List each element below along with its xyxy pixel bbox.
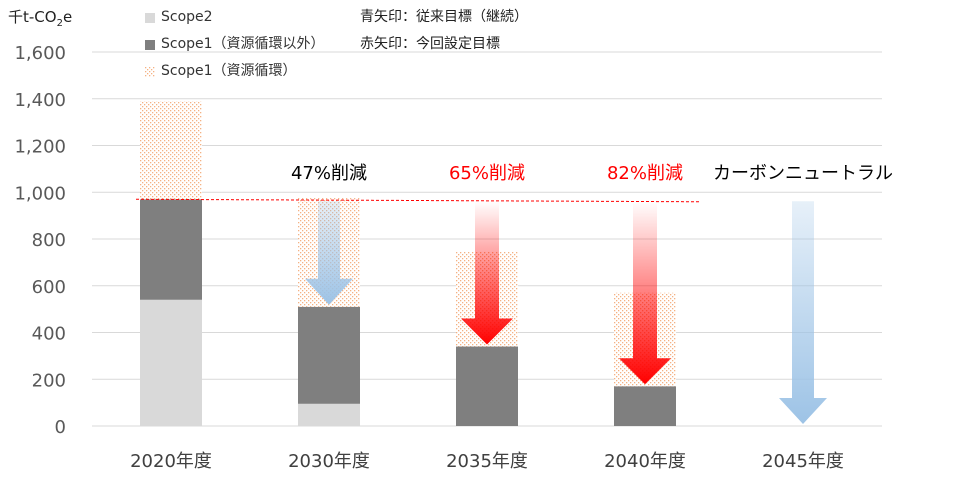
bar-segment-scope1-other: [614, 386, 676, 426]
y-tick-label: 1,400: [14, 90, 66, 111]
y-tick-label: 800: [32, 230, 66, 251]
reduction-label: カーボンニュートラル: [713, 163, 893, 184]
legend-swatch: [145, 12, 155, 23]
legend: Scope2 Scope1（資源循環以外） Scope1（資源循環）: [145, 4, 325, 85]
x-tick-label: 2035年度: [446, 451, 528, 472]
x-tick-label: 2040年度: [604, 451, 686, 472]
note-red-arrow: 赤矢印：今回設定目標: [360, 36, 500, 52]
x-tick-label: 2030年度: [288, 451, 370, 472]
bar-segment-scope1-other: [298, 306, 360, 404]
y-tick-label: 400: [32, 324, 66, 345]
reduction-label: 82%削減: [607, 163, 683, 184]
blue-arrow: [779, 201, 827, 424]
arrow-notes: 青矢印：従来目標（継続） 赤矢印：今回設定目標: [360, 4, 528, 58]
bar-segment-scope1-other: [456, 346, 518, 426]
y-tick-label: 1,200: [14, 137, 66, 158]
legend-item-scope1-other: Scope1（資源循環以外）: [145, 31, 325, 58]
arrows: [305, 201, 827, 424]
y-tick-label: 600: [32, 277, 66, 298]
bars: [140, 101, 676, 426]
legend-item-scope1-recycle: Scope1（資源循環）: [145, 58, 325, 85]
x-tick-label: 2045年度: [762, 451, 844, 472]
bar-segment-scope2: [298, 403, 360, 426]
y-unit-label: 千t-CO2e: [8, 8, 73, 29]
x-tick-label: 2020年度: [130, 451, 212, 472]
reduction-label: 47%削減: [291, 163, 367, 184]
y-tick-label: 1,000: [14, 183, 66, 204]
note-blue-arrow: 青矢印：従来目標（継続）: [360, 9, 528, 25]
legend-swatch: [145, 66, 155, 77]
bar-segment-scope2: [140, 299, 202, 426]
bar-segment-scope1-recycle: [140, 101, 202, 200]
blue-arrow: [305, 201, 353, 305]
reference-dashed-line: [135, 198, 701, 203]
reference-line: [135, 198, 701, 203]
legend-item-scope2: Scope2: [145, 4, 325, 31]
bar-segment-scope1-other: [140, 199, 202, 300]
red-arrow: [619, 201, 671, 385]
reduction-label: 65%削減: [449, 163, 525, 184]
y-tick-label: 200: [32, 370, 66, 391]
labels: 0 200 400 600 800 1,000 1,200 1,400 1,600 2020年度 2…: [14, 43, 893, 472]
y-tick-label: 1,600: [14, 43, 66, 64]
legend-swatch: [145, 39, 155, 50]
red-arrow: [461, 201, 513, 345]
y-tick-label: 0: [55, 417, 66, 438]
